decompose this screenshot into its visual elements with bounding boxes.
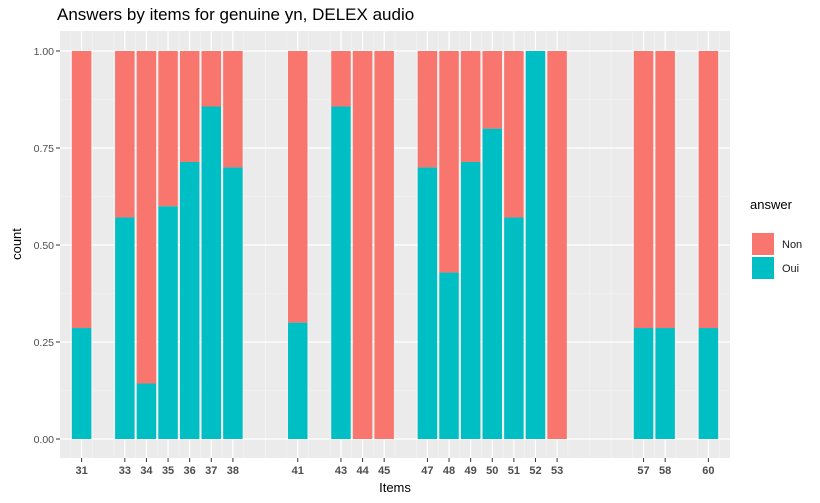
y-axis-title: count (9, 228, 24, 260)
x-tick-label: 38 (227, 465, 239, 477)
x-tick-label: 52 (529, 465, 541, 477)
bar-non-43 (331, 51, 351, 107)
legend-swatch-oui (752, 257, 774, 279)
x-tick-label: 44 (356, 465, 369, 477)
x-tick-label: 60 (702, 465, 714, 477)
bar-non-58 (655, 51, 675, 329)
x-tick-label: 37 (205, 465, 217, 477)
bar-oui-35 (158, 206, 178, 439)
bar-oui-43 (331, 106, 351, 439)
bar-oui-37 (201, 106, 222, 439)
bar-oui-31 (71, 328, 92, 439)
legend-label-oui: Oui (782, 263, 799, 275)
x-tick-label: 41 (292, 465, 304, 477)
legend-swatch-non (752, 233, 774, 255)
bar-non-51 (504, 51, 524, 218)
y-tick-label: 0.00 (34, 434, 55, 446)
bar-non-37 (201, 51, 222, 107)
x-axis-title: Items (379, 480, 411, 495)
legend-label-non: Non (782, 239, 802, 251)
bar-non-35 (158, 51, 178, 207)
bar-non-49 (460, 51, 481, 162)
bar-non-38 (223, 51, 243, 168)
bar-non-50 (482, 51, 502, 129)
x-tick-label: 47 (421, 465, 433, 477)
bar-non-45 (374, 51, 394, 439)
x-tick-label: 48 (443, 465, 455, 477)
bar-oui-60 (698, 328, 719, 439)
y-tick-label: 0.75 (34, 143, 55, 155)
bar-non-31 (71, 51, 92, 329)
legend: answer Non Oui (750, 197, 802, 279)
x-tick-label: 49 (465, 465, 477, 477)
bar-non-53 (547, 51, 567, 439)
bar-oui-58 (655, 328, 675, 439)
x-tick-label: 57 (637, 465, 649, 477)
bar-oui-41 (288, 322, 308, 439)
bar-oui-51 (504, 217, 524, 439)
bar-oui-49 (460, 161, 481, 439)
bars (71, 51, 719, 439)
x-tick-label: 34 (140, 465, 153, 477)
bar-non-44 (352, 51, 373, 439)
bar-oui-34 (136, 383, 157, 439)
bar-oui-38 (223, 167, 243, 439)
x-tick-label: 31 (75, 465, 87, 477)
x-tick-label: 36 (184, 465, 196, 477)
x-axis-ticks: 31 33 34 35 36 37 38 41 43 44 45 47 48 49 50 51 52 53 57 58… (75, 458, 715, 477)
y-tick-label: 1.00 (34, 46, 55, 58)
bar-non-36 (179, 51, 200, 162)
bar-non-34 (136, 51, 157, 384)
x-tick-label: 33 (119, 465, 131, 477)
x-tick-label: 45 (378, 465, 390, 477)
chart-title: Answers by items for genuine yn, DELEX a… (57, 5, 414, 24)
y-tick-label: 0.50 (34, 240, 55, 252)
bar-non-47 (417, 51, 438, 168)
bar-oui-57 (633, 328, 654, 439)
y-tick-label: 0.25 (34, 337, 55, 349)
x-tick-label: 58 (659, 465, 671, 477)
x-tick-label: 50 (486, 465, 498, 477)
bar-non-48 (439, 51, 459, 273)
bar-oui-47 (417, 167, 438, 439)
legend-title: answer (750, 197, 793, 212)
bar-non-60 (698, 51, 719, 329)
bar-oui-33 (115, 217, 135, 439)
x-tick-label: 51 (508, 465, 520, 477)
bar-oui-52 (525, 51, 546, 439)
bar-oui-48 (439, 272, 459, 439)
x-tick-label: 53 (551, 465, 563, 477)
bar-oui-36 (179, 161, 200, 439)
x-tick-label: 35 (162, 465, 174, 477)
bar-non-33 (115, 51, 135, 218)
bar-oui-50 (482, 128, 502, 439)
x-tick-label: 43 (335, 465, 347, 477)
bar-non-41 (288, 51, 308, 323)
bar-non-57 (633, 51, 654, 329)
y-axis-ticks: 0.00 0.25 0.50 0.75 1.00 (34, 46, 60, 446)
